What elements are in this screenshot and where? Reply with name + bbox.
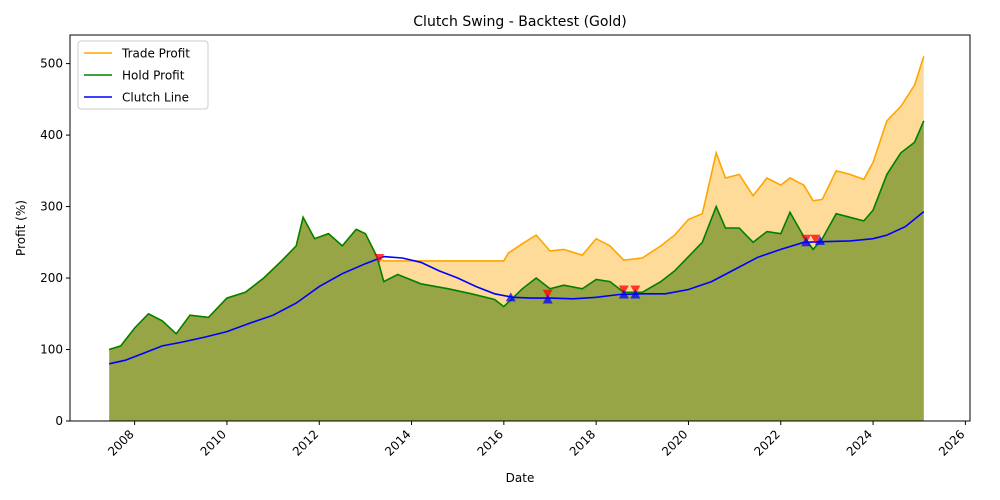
sell-marker: [542, 289, 553, 299]
y-tick-label: 300: [40, 200, 63, 214]
buy-marker: [801, 237, 812, 247]
y-axis: 0 100 200 300 400 500: [40, 57, 70, 428]
legend-box: [77, 40, 209, 110]
buy-marker: [618, 289, 629, 299]
y-tick-label: 0: [55, 414, 63, 428]
y-tick-label: 400: [40, 128, 63, 142]
buy-marker: [815, 235, 825, 245]
plot-area: [108, 56, 925, 422]
hold-profit-area: [109, 120, 924, 422]
legend-item-hold-profit: Hold Profit: [122, 69, 185, 83]
y-tick-label: 500: [40, 57, 63, 71]
buy-marker: [505, 292, 516, 302]
plot-frame: [69, 34, 971, 422]
buy-marker: [542, 294, 553, 304]
clutch-line: [109, 210, 925, 365]
sell-marker: [810, 234, 821, 244]
x-axis-label: Date: [506, 471, 535, 485]
buy-marker: [630, 289, 641, 299]
sell-marker: [374, 254, 385, 264]
chart-title: Clutch Swing - Backtest (Gold): [413, 14, 626, 30]
legend-item-trade-profit: Trade Profit: [121, 47, 190, 61]
y-tick-label: 200: [40, 271, 63, 285]
y-tick-label: 100: [40, 343, 63, 357]
legend-item-clutch-line: Clutch Line: [122, 91, 189, 105]
y-axis-label: Profit (%): [14, 200, 28, 256]
legend: Trade Profit Hold Profit Clutch Line: [77, 40, 209, 110]
